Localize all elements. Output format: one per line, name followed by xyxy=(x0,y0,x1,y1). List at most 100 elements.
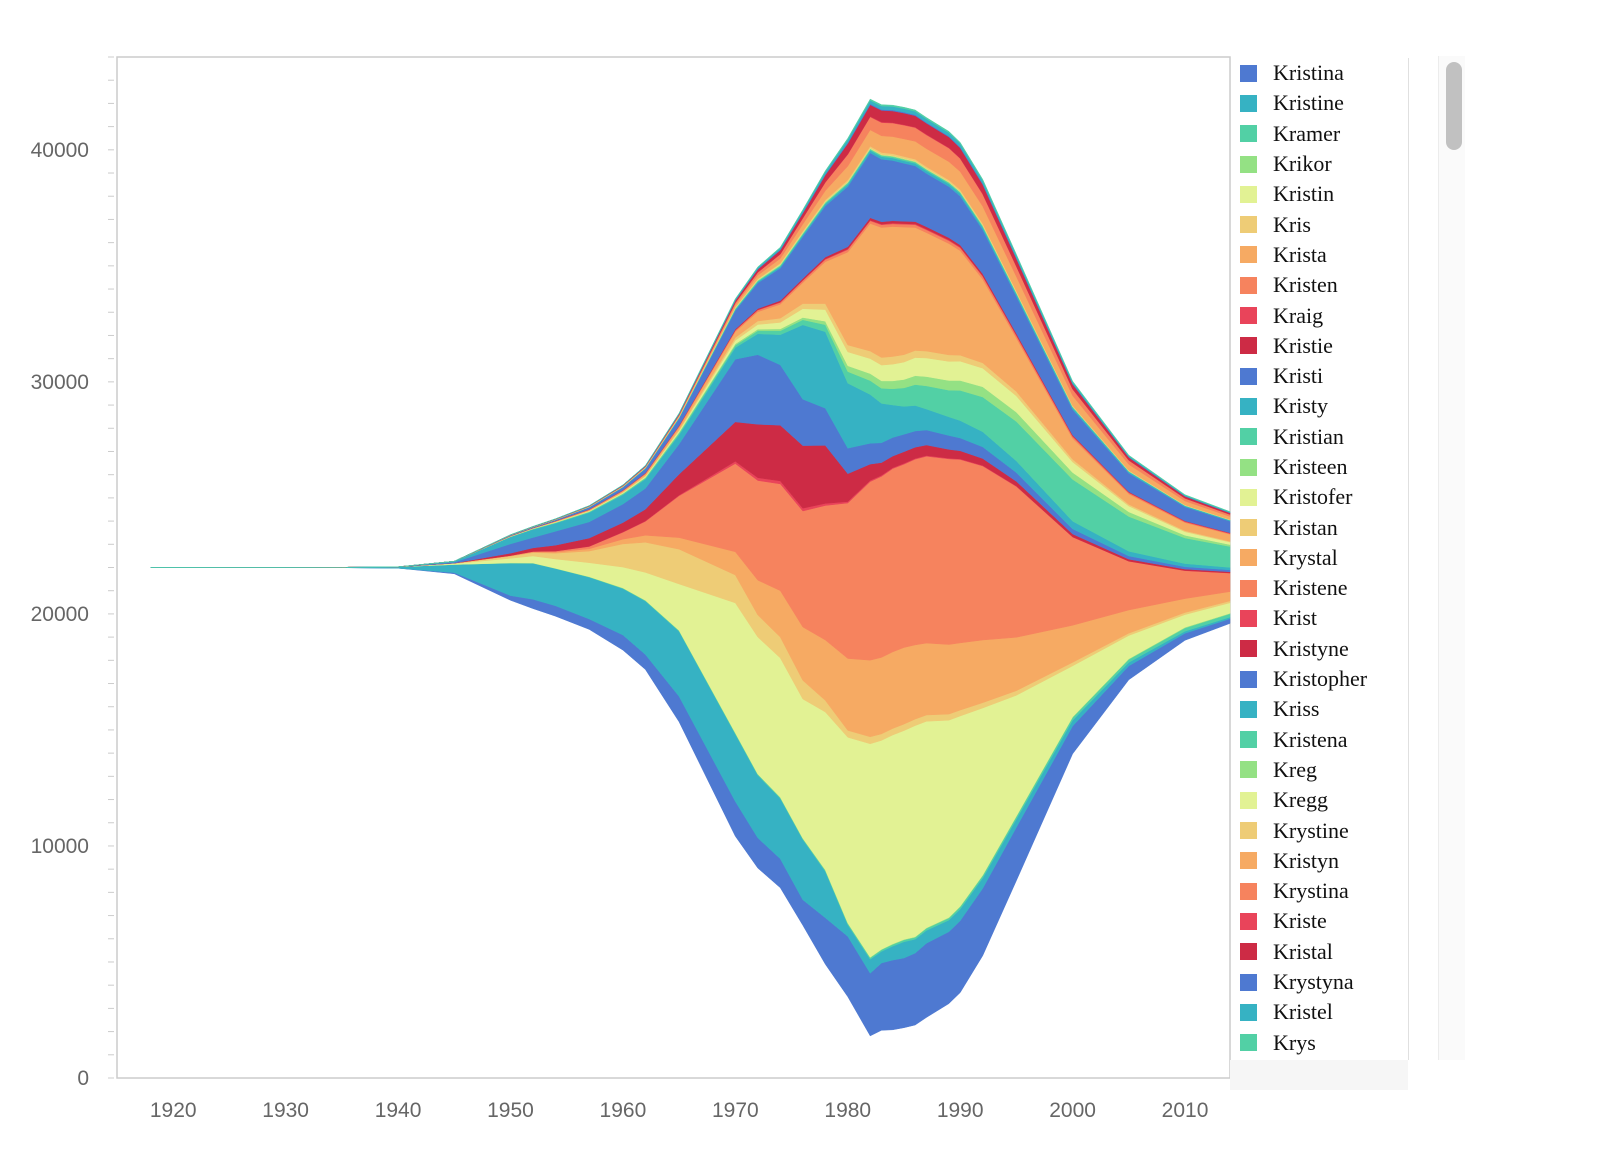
legend-label: Kristofer xyxy=(1273,484,1353,510)
y-tick-label: 0 xyxy=(77,1067,89,1090)
legend-swatch xyxy=(1240,276,1257,294)
legend-label: Kristie xyxy=(1273,332,1333,358)
x-tick-label: 1970 xyxy=(712,1099,759,1122)
legend-label: Kris xyxy=(1273,211,1311,237)
legend-item[interactable]: Krys xyxy=(1230,1028,1408,1058)
legend-item[interactable]: Kraig xyxy=(1230,300,1408,330)
legend-item[interactable]: Kristyne xyxy=(1230,634,1408,664)
legend-swatch xyxy=(1240,822,1257,840)
x-tick-label: 1960 xyxy=(600,1099,647,1122)
legend-label: Krystine xyxy=(1273,817,1349,843)
y-tick-label: 10000 xyxy=(31,835,89,858)
legend-label: Kristel xyxy=(1273,999,1333,1025)
legend-swatch xyxy=(1240,307,1257,325)
y-tick-label: 30000 xyxy=(31,371,89,394)
scrollbar-thumb[interactable] xyxy=(1446,62,1462,150)
legend-label: Kregg xyxy=(1273,787,1328,813)
legend-label: Kristena xyxy=(1273,726,1348,752)
legend-label: Kristal xyxy=(1273,938,1333,964)
legend-item[interactable]: Krista xyxy=(1230,240,1408,270)
legend-item[interactable]: Kristina xyxy=(1230,58,1408,88)
legend-item[interactable]: Kris xyxy=(1230,209,1408,239)
legend: Kristina Kristine Kramer Krikor Kristin Kris K… xyxy=(1230,58,1409,1060)
legend-swatch xyxy=(1240,1003,1257,1021)
legend-item[interactable]: Krystyna xyxy=(1230,967,1408,997)
legend-label: Kreg xyxy=(1273,756,1317,782)
legend-item[interactable]: Kristene xyxy=(1230,573,1408,603)
legend-item[interactable]: Kristin xyxy=(1230,179,1408,209)
legend-label: Kristina xyxy=(1273,60,1344,86)
legend-item[interactable]: Kramer xyxy=(1230,119,1408,149)
x-tick-label: 2000 xyxy=(1049,1099,1096,1122)
legend-item[interactable]: Krystine xyxy=(1230,815,1408,845)
x-tick-label: 1940 xyxy=(375,1099,422,1122)
legend-item[interactable]: Kristi xyxy=(1230,361,1408,391)
legend-item[interactable]: Kristen xyxy=(1230,270,1408,300)
legend-swatch xyxy=(1240,519,1257,537)
legend-label: Kriste xyxy=(1273,908,1327,934)
legend-swatch xyxy=(1240,912,1257,930)
legend-item[interactable]: Krikor xyxy=(1230,149,1408,179)
legend-swatch xyxy=(1240,579,1257,597)
legend-swatch xyxy=(1240,64,1257,82)
legend-item[interactable]: Kristeen xyxy=(1230,452,1408,482)
legend-item[interactable]: Kristofer xyxy=(1230,482,1408,512)
legend-label: Kristene xyxy=(1273,575,1348,601)
legend-item[interactable]: Kristal xyxy=(1230,937,1408,967)
legend-swatch xyxy=(1240,428,1257,446)
legend-swatch xyxy=(1240,700,1257,718)
legend-item[interactable]: Kregg xyxy=(1230,785,1408,815)
legend-swatch xyxy=(1240,973,1257,991)
legend-item[interactable]: Kriss xyxy=(1230,694,1408,724)
legend-swatch xyxy=(1240,458,1257,476)
legend-swatch xyxy=(1240,549,1257,567)
legend-label: Krikor xyxy=(1273,151,1332,177)
legend-swatch xyxy=(1240,882,1257,900)
y-axis: 0 10000 20000 30000 40000 xyxy=(31,56,114,1090)
legend-scrollbar[interactable] xyxy=(1438,56,1465,1060)
legend-swatch xyxy=(1240,1034,1257,1052)
legend-item[interactable]: Kristy xyxy=(1230,391,1408,421)
x-tick-label: 1920 xyxy=(150,1099,197,1122)
legend-label: Kristeen xyxy=(1273,454,1348,479)
legend-label: Krystal xyxy=(1273,544,1338,570)
legend-list: Kristina Kristine Kramer Krikor Kristin Kris K… xyxy=(1230,58,1408,1058)
legend-item[interactable]: Kristopher xyxy=(1230,664,1408,694)
legend-item[interactable]: Krystina xyxy=(1230,876,1408,906)
x-tick-label: 1980 xyxy=(824,1099,871,1122)
legend-swatch xyxy=(1240,185,1257,203)
legend-label: Kristian xyxy=(1273,423,1344,449)
legend-label: Kriss xyxy=(1273,696,1320,722)
legend-item[interactable]: Krystal xyxy=(1230,543,1408,573)
legend-swatch xyxy=(1240,943,1257,961)
x-tick-label: 1990 xyxy=(937,1099,984,1122)
legend-footer xyxy=(1230,1060,1408,1090)
legend-item[interactable]: Kriste xyxy=(1230,906,1408,936)
legend-label: Krystyna xyxy=(1273,969,1354,995)
legend-label: Kristin xyxy=(1273,181,1335,207)
legend-swatch xyxy=(1240,337,1257,355)
legend-swatch xyxy=(1240,670,1257,688)
legend-swatch xyxy=(1240,852,1257,870)
legend-item[interactable]: Kristian xyxy=(1230,422,1408,452)
y-tick-label: 20000 xyxy=(31,603,89,626)
legend-label: Kristy xyxy=(1273,393,1328,419)
legend-label: Krys xyxy=(1273,1029,1316,1055)
legend-item[interactable]: Kristena xyxy=(1230,725,1408,755)
legend-item[interactable]: Kristan xyxy=(1230,512,1408,542)
legend-swatch xyxy=(1240,94,1257,112)
legend-item[interactable]: Kristel xyxy=(1230,997,1408,1027)
legend-label: Kristen xyxy=(1273,272,1338,298)
legend-label: Kristine xyxy=(1273,90,1344,116)
legend-label: Kramer xyxy=(1273,120,1341,146)
legend-item[interactable]: Kristyn xyxy=(1230,846,1408,876)
legend-item[interactable]: Krist xyxy=(1230,603,1408,633)
legend-item[interactable]: Kreg xyxy=(1230,755,1408,785)
legend-swatch xyxy=(1240,731,1257,749)
legend-item[interactable]: Kristine xyxy=(1230,88,1408,118)
y-tick-label: 40000 xyxy=(31,139,89,162)
legend-label: Krista xyxy=(1273,241,1327,267)
legend-swatch xyxy=(1240,367,1257,385)
legend-item[interactable]: Kristie xyxy=(1230,331,1408,361)
